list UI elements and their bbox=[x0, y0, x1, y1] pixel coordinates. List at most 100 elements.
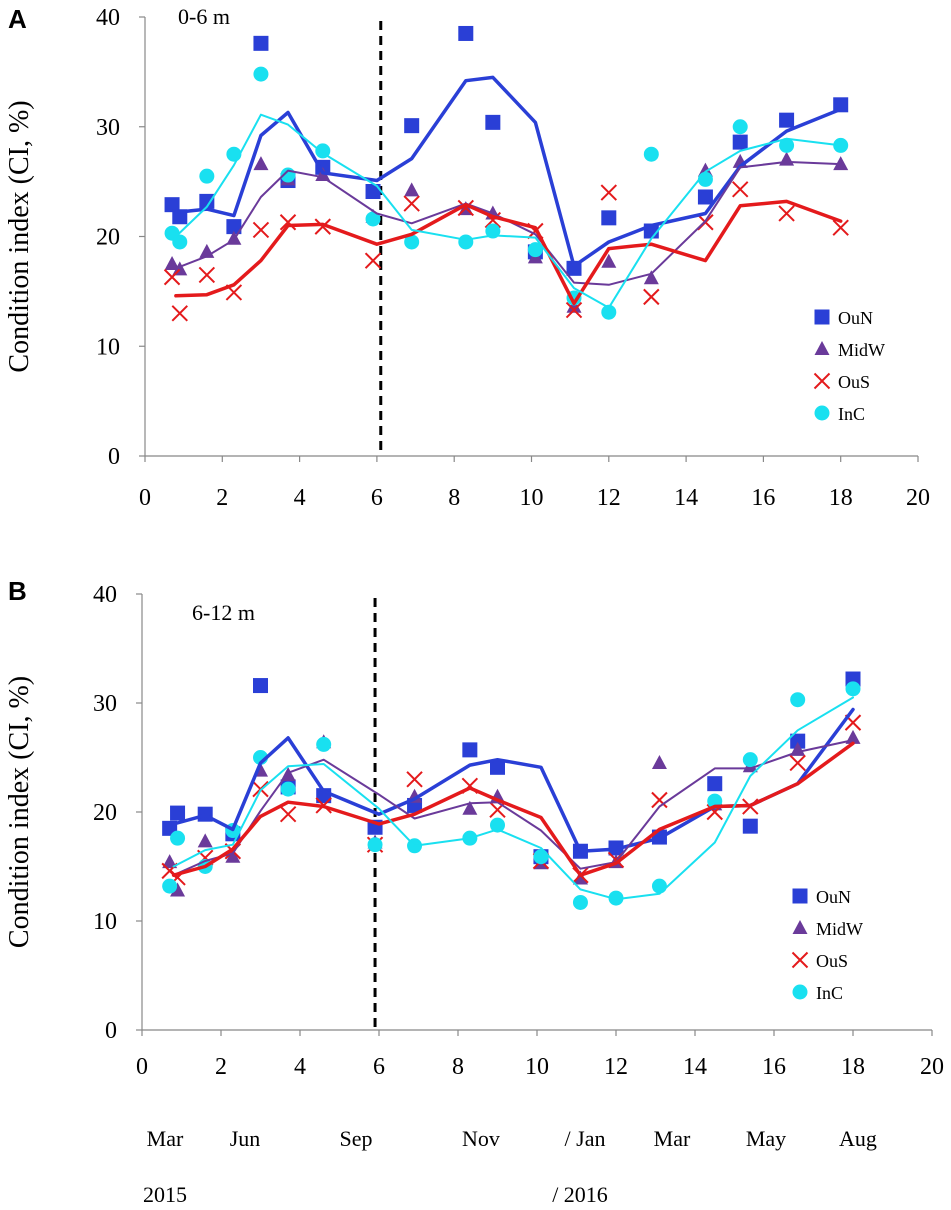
data-point-midw bbox=[833, 156, 849, 171]
data-point-oun bbox=[790, 733, 806, 749]
y-tick-label: 30 bbox=[96, 115, 120, 141]
year-label: 2015 bbox=[143, 1182, 187, 1207]
panel-b: B 6-12 m Condition index (CI, %) 0 10 20 30 40 0… bbox=[4, 576, 944, 1080]
trend-line-midw bbox=[174, 160, 842, 286]
y-tick-label: 20 bbox=[96, 225, 120, 251]
data-point-inc bbox=[651, 878, 667, 894]
trend-line-oun bbox=[174, 75, 843, 268]
data-point-midw bbox=[225, 848, 241, 863]
month-label: / Jan bbox=[565, 1126, 606, 1151]
legend-marker-ous bbox=[791, 951, 809, 969]
trend-line-midw bbox=[172, 739, 854, 877]
data-point-oun bbox=[601, 210, 617, 226]
month-label: May bbox=[746, 1126, 786, 1151]
trend-line-inc bbox=[172, 696, 854, 901]
time-axis-labels: Mar Jun Sep Nov / Jan Mar May Aug 2015 / 2016 bbox=[143, 1126, 877, 1207]
data-point-inc bbox=[458, 234, 474, 250]
x-tick-label: 8 bbox=[448, 485, 460, 511]
data-point-ous bbox=[600, 184, 618, 201]
data-point-midw bbox=[164, 255, 180, 270]
data-point-inc bbox=[732, 119, 748, 135]
data-point-midw bbox=[601, 253, 617, 268]
depth-title: 0-6 m bbox=[178, 4, 230, 29]
data-point-midw bbox=[197, 833, 213, 848]
data-point-oun bbox=[365, 184, 381, 200]
x-tick-label: 12 bbox=[597, 485, 621, 511]
data-point-inc bbox=[316, 736, 332, 752]
x-tick-label: 18 bbox=[829, 485, 853, 511]
y-tick-label: 10 bbox=[93, 909, 117, 935]
legend-label-midw: MidW bbox=[816, 919, 863, 939]
legend: OuN MidW OuS InC bbox=[791, 887, 863, 1003]
trend-line-inc bbox=[174, 113, 842, 309]
series-midw bbox=[164, 151, 849, 313]
y-tick-label: 40 bbox=[93, 582, 117, 608]
data-point-inc bbox=[404, 234, 420, 250]
data-point-oun bbox=[732, 134, 748, 150]
data-point-oun bbox=[253, 35, 269, 51]
data-point-inc bbox=[742, 752, 758, 768]
data-point-inc bbox=[601, 304, 617, 320]
x-tick-label: 14 bbox=[674, 485, 698, 511]
legend-marker-oun bbox=[814, 309, 830, 325]
data-point-midw bbox=[253, 156, 269, 171]
x-tick-label: 18 bbox=[841, 1054, 865, 1080]
month-label: Aug bbox=[839, 1126, 877, 1151]
legend-marker-ous bbox=[813, 372, 831, 390]
data-point-oun bbox=[779, 112, 795, 128]
x-tick-label: 0 bbox=[139, 485, 151, 511]
data-point-oun bbox=[458, 25, 474, 41]
data-point-ous bbox=[789, 754, 806, 772]
x-tick-label: 12 bbox=[604, 1054, 628, 1080]
x-tick-label: 8 bbox=[452, 1054, 464, 1080]
x-tick-label: 6 bbox=[373, 1054, 385, 1080]
series-oun bbox=[164, 25, 849, 276]
series-inc bbox=[162, 681, 861, 910]
data-point-ous bbox=[651, 791, 668, 809]
year-label: / 2016 bbox=[552, 1182, 608, 1207]
series-ous bbox=[161, 714, 862, 886]
data-point-oun bbox=[164, 197, 180, 213]
data-point-midw bbox=[572, 870, 588, 885]
data-point-oun bbox=[462, 742, 478, 758]
x-tick-label: 10 bbox=[520, 485, 544, 511]
legend-label-inc: InC bbox=[816, 983, 843, 1003]
data-point-inc bbox=[170, 830, 186, 846]
data-point-inc bbox=[162, 878, 178, 894]
data-point-oun bbox=[404, 118, 420, 134]
data-point-ous bbox=[163, 268, 181, 286]
depth-title: 6-12 m bbox=[192, 600, 255, 625]
legend-marker-midw bbox=[814, 341, 830, 355]
x-tick-label: 16 bbox=[751, 485, 775, 511]
y-axis-label: Condition index (CI, %) bbox=[4, 676, 35, 948]
legend-label-midw: MidW bbox=[838, 340, 885, 360]
y-axis-label: Condition index (CI, %) bbox=[4, 100, 35, 372]
legend-label-oun: OuN bbox=[838, 308, 873, 328]
data-point-inc bbox=[253, 66, 269, 82]
data-point-oun bbox=[742, 818, 758, 834]
data-point-midw bbox=[779, 151, 795, 166]
x-tick-label: 16 bbox=[762, 1054, 786, 1080]
data-point-ous bbox=[364, 252, 382, 269]
data-point-inc bbox=[608, 890, 624, 906]
x-tick-label: 4 bbox=[294, 1054, 306, 1080]
data-point-ous bbox=[832, 219, 849, 236]
x-tick-label: 2 bbox=[216, 485, 228, 511]
data-point-inc bbox=[490, 817, 505, 833]
panel-letter: A bbox=[8, 4, 27, 34]
legend-label-ous: OuS bbox=[838, 372, 870, 392]
x-tick-label: 10 bbox=[525, 1054, 549, 1080]
data-point-inc bbox=[790, 692, 806, 708]
data-point-oun bbox=[833, 97, 849, 113]
data-point-ous bbox=[198, 266, 216, 284]
data-point-ous bbox=[279, 805, 297, 823]
data-point-inc bbox=[280, 781, 296, 797]
data-point-midw bbox=[566, 298, 582, 313]
legend-marker-inc bbox=[792, 984, 808, 1000]
data-point-oun bbox=[485, 114, 501, 130]
data-point-oun bbox=[226, 219, 242, 235]
data-point-midw bbox=[643, 270, 659, 285]
data-point-midw bbox=[404, 182, 420, 197]
data-point-ous bbox=[252, 221, 270, 239]
